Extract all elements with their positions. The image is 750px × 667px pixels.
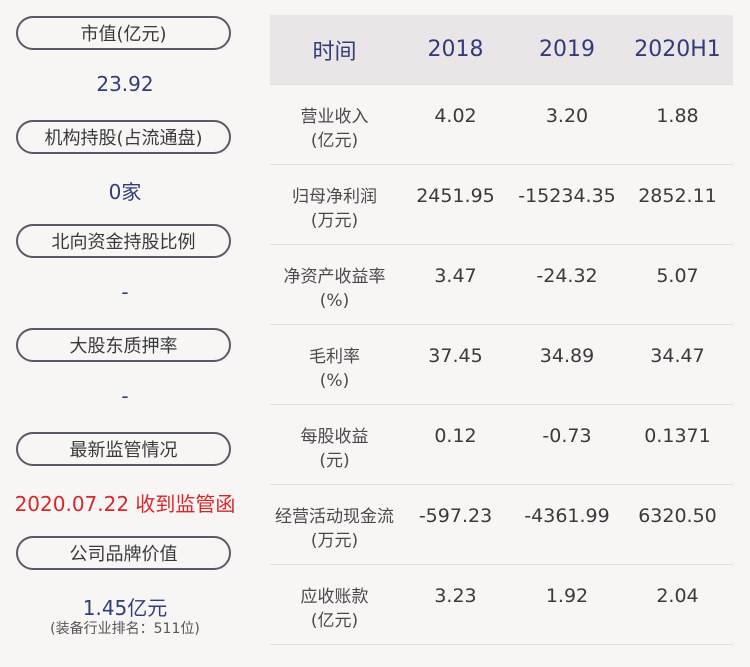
market-cap-label: 市值(亿元) bbox=[16, 16, 231, 50]
metric-name-cell: 营业收入 (亿元) bbox=[270, 85, 399, 164]
metric-unit: (元) bbox=[319, 451, 350, 471]
header-2018: 2018 bbox=[427, 37, 484, 62]
metric-name-cell: 应收账款 (亿元) bbox=[270, 565, 399, 644]
value-cell: 3.23 bbox=[434, 585, 477, 607]
institutional-holdings-label: 机构持股(占流通盘) bbox=[16, 120, 231, 154]
value-cell: -0.73 bbox=[542, 425, 592, 447]
value-cell: 3.47 bbox=[434, 265, 477, 287]
metric-name: 归母净利润 bbox=[292, 187, 377, 207]
value-cell: 2451.95 bbox=[416, 185, 495, 207]
metric-unit: (亿元) bbox=[310, 611, 359, 631]
metric-name-cell: 毛利率 (%) bbox=[270, 325, 399, 404]
value-cell: -15234.35 bbox=[518, 185, 616, 207]
value-cell: -597.23 bbox=[418, 505, 493, 527]
metric-name: 营业收入 bbox=[300, 107, 369, 127]
metric-name: 每股收益 bbox=[300, 427, 369, 447]
regulatory-status-label: 最新监管情况 bbox=[16, 432, 231, 466]
table-row: 净资产收益率 (%) 3.47 -24.32 5.07 bbox=[270, 245, 733, 325]
table-row: 每股收益 (元) 0.12 -0.73 0.1371 bbox=[270, 405, 733, 485]
brand-value-label: 公司品牌价值 bbox=[16, 536, 231, 570]
brand-rank-note: (装备行业排名：511位) bbox=[50, 621, 200, 637]
table-header: 时间 2018 2019 2020H1 bbox=[270, 15, 733, 85]
header-2019: 2019 bbox=[539, 37, 595, 62]
value-cell: 34.89 bbox=[539, 345, 595, 367]
northbound-ratio-value: - bbox=[121, 280, 129, 304]
value-cell: 5.07 bbox=[656, 265, 699, 287]
metric-unit: (万元) bbox=[310, 531, 359, 551]
institutional-holdings-value: 0家 bbox=[108, 180, 142, 204]
header-period: 时间 bbox=[312, 39, 357, 65]
table-row: 归母净利润 (万元) 2451.95 -15234.35 2852.11 bbox=[270, 165, 733, 245]
pledge-ratio-label: 大股东质押率 bbox=[16, 328, 231, 362]
table-row: 营业收入 (亿元) 4.02 3.20 1.88 bbox=[270, 85, 733, 165]
metric-name: 毛利率 bbox=[309, 347, 360, 367]
metric-name-cell: 经营活动现金流 (万元) bbox=[270, 485, 399, 564]
market-cap-value: 23.92 bbox=[96, 72, 154, 96]
value-cell: 4.02 bbox=[434, 105, 477, 127]
pledge-ratio-value: - bbox=[121, 384, 129, 408]
metric-unit: (万元) bbox=[310, 211, 359, 231]
value-cell: 2.04 bbox=[656, 585, 699, 607]
table-row: 应收账款 (亿元) 3.23 1.92 2.04 bbox=[270, 565, 733, 645]
value-cell: 1.92 bbox=[545, 585, 589, 607]
value-cell: 37.45 bbox=[428, 345, 483, 367]
table-row: 毛利率 (%) 37.45 34.89 34.47 bbox=[270, 325, 733, 405]
value-cell: 0.12 bbox=[434, 425, 477, 447]
metric-name-cell: 净资产收益率 (%) bbox=[270, 245, 399, 324]
value-cell: -24.32 bbox=[536, 265, 598, 287]
metric-name-cell: 每股收益 (元) bbox=[270, 405, 399, 484]
metric-name-cell: 归母净利润 (万元) bbox=[270, 165, 399, 244]
regulatory-status-value: 2020.07.22 收到监管函 bbox=[14, 492, 236, 516]
metric-unit: (%) bbox=[319, 291, 350, 311]
value-cell: 6320.50 bbox=[638, 505, 717, 527]
financial-table: 时间 2018 2019 2020H1 营业收入 (亿元) 4.02 3.20 1.88… bbox=[270, 15, 733, 645]
table-row: 经营活动现金流 (万元) -597.23 -4361.99 6320.50 bbox=[270, 485, 733, 565]
metric-unit: (%) bbox=[319, 371, 350, 391]
brand-value-value: 1.45亿元 bbox=[82, 596, 168, 620]
northbound-ratio-label: 北向资金持股比例 bbox=[16, 224, 231, 258]
value-cell: 3.20 bbox=[545, 105, 589, 127]
header-2020h1: 2020H1 bbox=[634, 37, 721, 62]
metric-unit: (亿元) bbox=[310, 131, 359, 151]
metric-name: 应收账款 bbox=[300, 587, 369, 607]
value-cell: 2852.11 bbox=[638, 185, 717, 207]
stock-summary-panel: 市值(亿元) 23.92 机构持股(占流通盘) 0家 北向资金持股比例 - 大股… bbox=[0, 0, 250, 667]
value-cell: 1.88 bbox=[656, 105, 699, 127]
value-cell: 0.1371 bbox=[644, 425, 711, 447]
metric-name: 净资产收益率 bbox=[283, 267, 386, 287]
metric-name: 经营活动现金流 bbox=[275, 507, 394, 527]
value-cell: -4361.99 bbox=[524, 505, 610, 527]
value-cell: 34.47 bbox=[650, 345, 705, 367]
